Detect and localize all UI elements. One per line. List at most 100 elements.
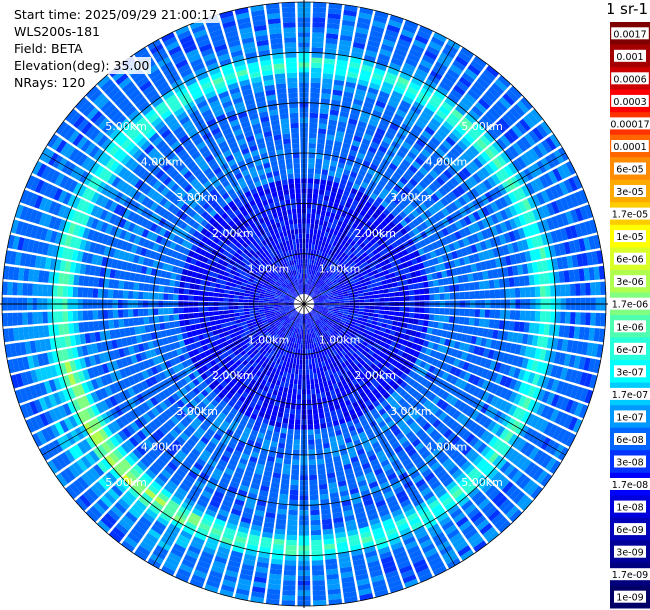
ray-gate xyxy=(271,378,277,385)
ray-gate xyxy=(359,305,365,309)
ray-gate xyxy=(89,467,101,480)
ray-gate xyxy=(532,145,544,159)
ray-gate xyxy=(378,179,387,188)
ray-gate xyxy=(366,150,375,159)
ray-gate xyxy=(452,410,462,420)
ray-gate xyxy=(361,282,367,287)
ray-gate xyxy=(419,166,429,176)
ray-gate xyxy=(319,262,324,268)
ray-gate xyxy=(194,531,207,541)
ray-gate xyxy=(154,394,163,404)
ray-gate xyxy=(370,346,377,353)
ray-gate xyxy=(309,469,317,476)
ray-gate xyxy=(560,227,568,241)
ray-gate xyxy=(246,319,252,324)
ray-gate xyxy=(497,75,511,88)
ray-gate xyxy=(262,344,268,350)
ray-gate xyxy=(478,478,490,490)
ray-gate xyxy=(317,245,321,251)
ray-gate xyxy=(600,313,606,327)
ray-gate xyxy=(147,341,155,350)
ray-gate xyxy=(337,312,344,316)
ray-gate xyxy=(273,405,279,412)
ray-gate xyxy=(288,313,293,317)
ray-gate xyxy=(344,86,355,94)
ray-gate xyxy=(481,368,489,379)
ray-gate xyxy=(541,219,550,232)
ray-gate xyxy=(312,281,316,287)
ray-gate xyxy=(256,415,264,423)
ray-gate xyxy=(529,310,536,322)
ray-gate xyxy=(258,353,264,360)
ray-gate xyxy=(261,536,273,544)
ray-gate xyxy=(463,372,472,382)
ray-gate xyxy=(184,375,192,384)
ray-gate xyxy=(563,270,570,283)
ray-gate xyxy=(390,261,397,267)
ray-gate xyxy=(363,292,369,296)
ray-gate xyxy=(349,429,358,437)
ray-gate xyxy=(71,399,81,412)
ray-gate xyxy=(259,348,265,354)
ray-gate xyxy=(249,328,256,333)
ray-gate xyxy=(210,527,223,537)
ray-gate xyxy=(358,12,373,20)
ray-gate xyxy=(270,349,275,356)
ray-gate xyxy=(417,282,424,289)
ray-gate xyxy=(446,151,457,162)
ray-gate xyxy=(258,411,265,418)
ray-gate xyxy=(420,212,429,221)
ray-gate xyxy=(541,260,549,272)
ray-gate xyxy=(313,315,318,320)
ray-gate xyxy=(333,176,341,184)
ray-gate xyxy=(279,402,286,408)
ray-gate xyxy=(239,457,248,466)
ray-gate xyxy=(300,318,302,324)
ray-gate xyxy=(251,478,261,485)
ray-gate xyxy=(312,309,317,313)
ray-gate xyxy=(272,472,281,479)
ray-gate xyxy=(348,292,354,296)
ray-gate xyxy=(333,84,344,91)
ray-gate xyxy=(394,296,400,302)
ray-gate xyxy=(279,432,287,439)
ray-gate xyxy=(206,536,219,546)
ray-gate xyxy=(264,338,270,344)
ray-gate xyxy=(300,344,303,350)
ray-gate xyxy=(311,358,315,364)
ray-gate xyxy=(470,354,478,364)
ray-gate xyxy=(521,333,529,345)
ray-gate xyxy=(507,433,518,446)
ray-gate xyxy=(268,366,274,372)
ray-gate xyxy=(124,455,136,467)
ray-gate xyxy=(363,101,374,110)
ray-gate xyxy=(415,68,428,78)
ray-gate xyxy=(345,321,351,326)
ray-gate xyxy=(333,322,339,327)
ray-gate xyxy=(312,264,316,271)
ray-gate xyxy=(43,380,53,394)
ray-gate xyxy=(355,281,361,286)
ray-gate xyxy=(196,457,206,467)
ray-gate xyxy=(507,467,519,480)
ray-gate xyxy=(38,397,48,411)
ray-gate xyxy=(242,511,253,520)
ray-gate xyxy=(387,420,396,429)
ray-gate xyxy=(109,435,120,448)
ray-gate xyxy=(322,164,330,171)
ray-gate xyxy=(321,225,327,232)
ray-gate xyxy=(313,353,317,359)
ray-gate xyxy=(536,389,546,402)
ray-gate xyxy=(507,162,518,175)
ray-gate xyxy=(281,320,286,325)
ray-gate xyxy=(381,265,388,271)
ray-gate xyxy=(162,507,175,518)
ray-gate xyxy=(236,334,242,340)
ray-gate xyxy=(474,122,486,134)
ray-gate xyxy=(360,69,372,77)
ray-gate xyxy=(311,67,322,74)
ray-gate xyxy=(376,335,383,341)
ray-gate xyxy=(353,310,359,314)
ray-gate xyxy=(531,401,541,414)
ray-gate xyxy=(399,564,413,574)
